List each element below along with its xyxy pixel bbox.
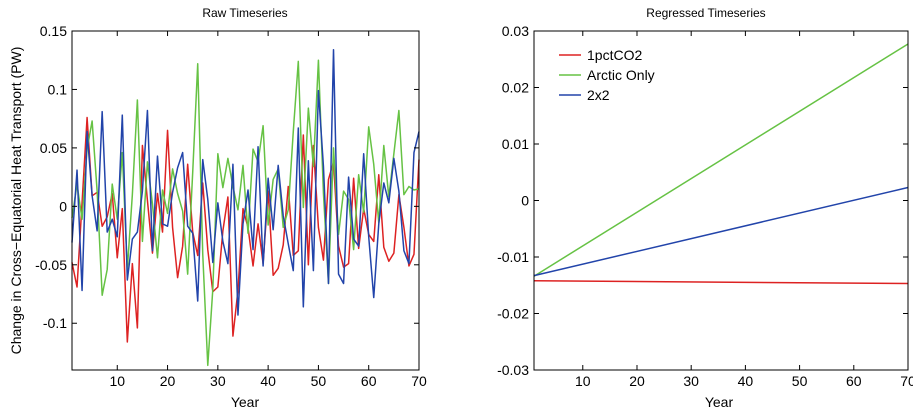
- series-line-2: [71, 48, 420, 316]
- x-axis-label: Year: [705, 394, 734, 409]
- y-tick-label: -0.01: [497, 249, 529, 265]
- x-tick-label: 50: [311, 373, 327, 389]
- x-tick-label: 40: [738, 373, 754, 389]
- y-tick-label: 0.03: [502, 23, 529, 39]
- x-axis-label: Year: [231, 394, 260, 409]
- plot-frame: [71, 30, 420, 371]
- x-tick-label: 70: [411, 373, 427, 389]
- y-tick-label: 0: [521, 193, 529, 209]
- y-tick-label: -0.05: [35, 257, 67, 273]
- series-line-0: [71, 116, 420, 343]
- legend-label: 1pctCO2: [587, 47, 642, 63]
- x-tick-label: 60: [361, 373, 377, 389]
- series-layer: [533, 43, 909, 285]
- y-tick-label: 0.02: [502, 80, 529, 96]
- y-tick-label: 0.15: [40, 23, 67, 39]
- x-tick-label: 20: [629, 373, 645, 389]
- x-tick-label: 40: [260, 373, 276, 389]
- x-tick-label: 20: [160, 373, 176, 389]
- legend-label: Arctic Only: [587, 67, 655, 83]
- y-tick-label: 0: [59, 198, 67, 214]
- ticks-layer: 10 20 30 40 50 60 70 -0.1 -0.05 0 0.05 0.1 0.15: [35, 23, 427, 389]
- y-tick-label: -0.02: [497, 306, 529, 322]
- x-tick-label: 50: [792, 373, 808, 389]
- y-tick-label: -0.03: [497, 362, 529, 378]
- chart-title: Raw Timeseries: [202, 6, 287, 20]
- legend-label: 2x2: [587, 87, 610, 103]
- legend: 1pctCO2 Arctic Only 2x2: [559, 47, 655, 103]
- x-tick-label: 30: [210, 373, 226, 389]
- x-tick-label: 10: [109, 373, 125, 389]
- raw-timeseries-panel: Raw Timeseries 10 20 30 40 50 60 70 -0.1 -0.05 0 0…: [8, 6, 427, 409]
- ticks-layer: 10 20 30 40 50 60 70 -0.03 -0.02 -0.01 0 0.01 0.02 0.…: [497, 23, 913, 389]
- x-tick-label: 30: [683, 373, 699, 389]
- series-line-2x2: [533, 186, 909, 277]
- chart-title: Regressed Timeseries: [646, 6, 765, 20]
- y-tick-label: 0.1: [48, 81, 68, 97]
- series-line-1pctco2: [533, 279, 909, 285]
- series-line-arctic-only: [533, 43, 909, 277]
- regressed-timeseries-panel: Regressed Timeseries 10 20 30 40 50 60 70 -0.03…: [497, 6, 913, 409]
- y-axis-label: Change in Cross−Equatorial Heat Transpor…: [8, 47, 24, 355]
- y-tick-label: 0.05: [40, 140, 67, 156]
- y-tick-label: 0.01: [502, 136, 529, 152]
- x-tick-label: 60: [846, 373, 862, 389]
- y-tick-label: -0.1: [43, 315, 67, 331]
- series-layer: [71, 48, 420, 367]
- x-tick-label: 70: [900, 373, 913, 389]
- x-tick-label: 10: [575, 373, 591, 389]
